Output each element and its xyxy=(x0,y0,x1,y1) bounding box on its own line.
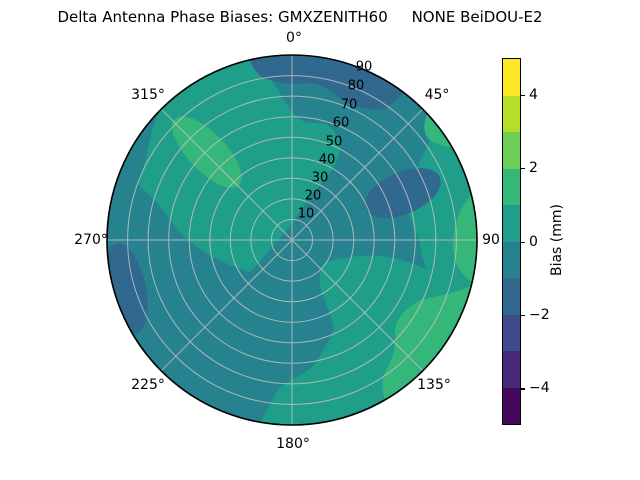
radial-label-60: 60 xyxy=(332,115,350,131)
colorbar-tick-label-2: 2 xyxy=(529,160,538,177)
colorbar-tick xyxy=(521,388,525,390)
polar-grid xyxy=(107,55,477,425)
angle-label-180: 180° xyxy=(276,436,310,452)
radial-label-20: 20 xyxy=(304,188,322,204)
angle-label-0: 0° xyxy=(286,30,302,46)
colorbar-tick-label-m4: −4 xyxy=(529,380,550,397)
colorbar-band xyxy=(503,95,520,132)
colorbar-tick xyxy=(521,94,525,96)
angle-label-45: 45° xyxy=(424,87,450,103)
radial-label-70: 70 xyxy=(340,97,358,113)
colorbar-tick-label-4: 4 xyxy=(529,86,538,103)
colorbar-band xyxy=(503,241,520,278)
contour-region-east-rim-green xyxy=(453,195,477,282)
angle-label-135: 135° xyxy=(417,377,451,393)
colorbar-band xyxy=(503,205,520,242)
radial-label-40: 40 xyxy=(318,152,336,168)
contour-region-ne-rim-green xyxy=(424,114,452,147)
contour-region-east-dark-blob xyxy=(365,168,441,218)
chart-title: Delta Antenna Phase Biases: GMXZENITH60 … xyxy=(57,8,543,26)
angle-label-225: 225° xyxy=(131,377,165,393)
radial-label-30: 30 xyxy=(311,170,329,186)
colorbar-tick-label-m2: −2 xyxy=(529,306,550,323)
colorbar-band xyxy=(503,278,520,315)
colorbar-bands xyxy=(502,58,521,425)
radial-label-90: 90 xyxy=(355,59,373,75)
colorbar-tick xyxy=(521,314,525,317)
radial-label-10: 10 xyxy=(297,206,315,222)
colorbar-tick xyxy=(521,241,525,243)
radial-label-80: 80 xyxy=(347,78,365,94)
angle-label-90: 90 xyxy=(482,232,500,248)
contour-region-se-rim-green xyxy=(382,286,471,400)
colorbar-band xyxy=(503,132,520,169)
colorbar-band xyxy=(503,387,520,424)
colorbar-band xyxy=(503,168,520,205)
colorbar-tick-label-0: 0 xyxy=(529,233,538,250)
colorbar-band xyxy=(503,351,520,388)
colorbar-band xyxy=(503,314,520,351)
angle-label-315: 315° xyxy=(131,87,165,103)
colorbar-band xyxy=(503,59,520,96)
angle-label-270: 270° xyxy=(74,232,108,248)
spoke-135-315 xyxy=(160,108,424,372)
contour-region-north-rim-dark xyxy=(250,55,403,110)
contour-region-nw-green-blob xyxy=(172,116,242,188)
colorbar-tick xyxy=(521,168,525,170)
radial-label-50: 50 xyxy=(325,134,343,150)
polar-outline xyxy=(106,54,478,426)
colorbar-axis-label: Bias (mm) xyxy=(549,203,565,277)
